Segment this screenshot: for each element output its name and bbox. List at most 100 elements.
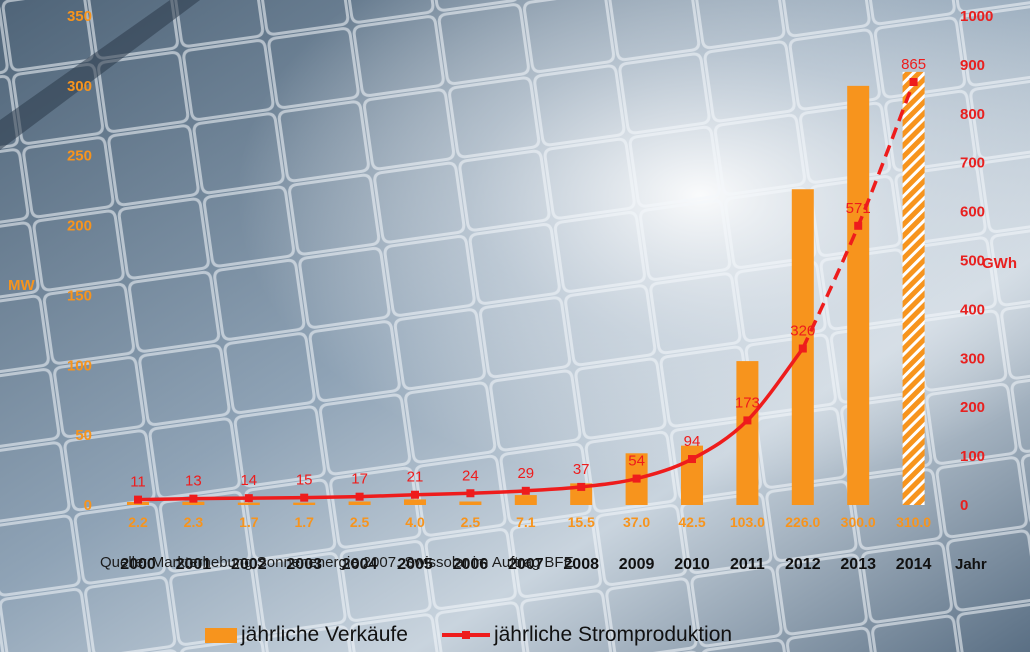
line-value-label: 15	[296, 472, 313, 489]
x-axis-ticks: 2000 2001 2002 2003 2004 2005 2006 2007 2008 2009…	[120, 556, 931, 573]
x-axis-tick: 2004	[342, 556, 378, 573]
line-point-2013	[854, 221, 863, 230]
line-point-2003	[300, 493, 309, 502]
x-axis-tick: 2005	[397, 556, 433, 573]
source-note: Quelle: Markterhebung Sonnenenergie 2007…	[100, 554, 574, 571]
bar-value-label: 2.2	[128, 514, 148, 530]
x-axis-tick: 2011	[730, 556, 765, 573]
right-axis-tick: 200	[960, 399, 985, 416]
line-point-2002	[244, 494, 253, 503]
right-axis-tick: 700	[960, 155, 985, 172]
bar-value-label: 4.0	[405, 514, 425, 530]
left-axis-tick: 0	[84, 497, 92, 514]
line-series	[134, 78, 918, 504]
x-axis-tick: 2009	[619, 556, 655, 573]
right-axis-tick: 800	[960, 106, 985, 123]
line-point-2008	[577, 482, 586, 491]
right-axis-tick: 600	[960, 204, 985, 221]
line-value-label: 37	[573, 461, 590, 478]
x-axis-tick: 2013	[840, 556, 876, 573]
line-value-label: 865	[901, 56, 926, 73]
line-value-labels: 11 13 14 15 17 21 24 29 37 54 94 173 320 571 865	[130, 56, 926, 491]
line-value-label: 173	[735, 394, 760, 411]
line-point-2000	[134, 495, 142, 504]
x-axis-tick: 2008	[563, 556, 599, 573]
x-axis-tick: 2014	[896, 556, 932, 573]
left-axis-ticks: 0 50 100 150 200 250 300 350	[67, 8, 92, 514]
right-axis-tick: 400	[960, 301, 985, 318]
right-axis-tick: 100	[960, 448, 985, 465]
line-value-label: 14	[240, 472, 257, 489]
bar-value-label: 7.1	[516, 514, 536, 530]
x-axis-tick: 2007	[508, 556, 544, 573]
line-point-2006	[466, 489, 475, 498]
x-axis-tick: 2002	[231, 556, 267, 573]
legend-line-swatch	[441, 628, 490, 642]
line-point-2009	[632, 474, 641, 483]
line-value-label: 11	[130, 474, 146, 491]
x-axis-tick: 2006	[453, 556, 489, 573]
line-value-label: 17	[351, 471, 368, 488]
line-point-2005	[411, 490, 419, 499]
x-axis-tick: 2010	[674, 556, 710, 573]
legend-bar-label: jährliche Verkäufe	[241, 623, 408, 646]
line-value-label: 29	[517, 465, 534, 482]
bar-value-label: 310.0	[896, 514, 931, 530]
right-axis-tick: 300	[960, 350, 985, 367]
line-value-label: 94	[684, 433, 701, 450]
bar-2013	[847, 85, 870, 505]
left-axis-tick: 300	[67, 78, 92, 95]
line-value-label: 54	[628, 453, 645, 470]
bar-value-label: 42.5	[678, 514, 705, 530]
bar-value-labels: 2.2 2.3 1.7 1.7 2.5 4.0 2.5 7.1 15.5 37.0 42.5 103.…	[128, 514, 931, 530]
line-point-2014	[909, 78, 918, 87]
bar-2011	[736, 361, 759, 505]
x-axis-label: Jahr	[955, 556, 987, 573]
line-value-label: 24	[462, 467, 479, 484]
right-axis-tick: 900	[960, 57, 985, 74]
left-axis-label: MW	[8, 277, 35, 294]
bar-value-label: 1.7	[239, 514, 259, 530]
left-axis-tick: 50	[75, 427, 92, 444]
line-value-label: 21	[407, 469, 424, 486]
line-value-label: 320	[790, 323, 815, 340]
bar-2005	[404, 499, 426, 505]
bar-value-label: 226.0	[785, 514, 820, 530]
right-axis-tick: 500	[960, 253, 985, 270]
bar-2001	[182, 501, 205, 505]
bar-value-label: 2.5	[350, 514, 370, 530]
x-axis-tick: 2003	[286, 556, 322, 573]
left-axis-tick: 350	[67, 8, 92, 25]
legend-item-bars: jährliche Verkäufe	[205, 623, 408, 647]
line-point-2004	[355, 492, 364, 501]
left-axis-tick: 150	[67, 287, 92, 304]
bar-2003	[293, 502, 316, 505]
line-value-label: 571	[846, 200, 871, 217]
line-point-2010	[688, 455, 696, 464]
bar-2004	[348, 501, 371, 505]
legend-bar-swatch	[205, 627, 237, 643]
bar-value-label: 300.0	[841, 514, 876, 530]
bar-2002	[237, 502, 260, 505]
left-axis-tick: 250	[67, 148, 92, 165]
left-axis-tick: 100	[67, 357, 92, 374]
bar-value-label: 37.0	[623, 514, 650, 530]
right-axis-tick: 1000	[960, 8, 993, 25]
right-axis-ticks: 0 100 200 300 400 500 600 700 800 900 1000	[960, 8, 993, 514]
bar-value-label: 15.5	[568, 514, 595, 530]
legend: jährliche Verkäufe jährliche Stromproduk…	[205, 622, 766, 648]
bar-2007	[514, 495, 537, 505]
legend-item-line: jährliche Stromproduktion	[441, 623, 733, 647]
right-axis-tick: 0	[960, 497, 968, 514]
right-axis-label: GWh	[982, 255, 1017, 272]
bar-series	[127, 71, 925, 505]
line-point-2012	[798, 344, 807, 353]
bar-value-label: 103.0	[730, 514, 765, 530]
legend-line-label: jährliche Stromproduktion	[493, 623, 733, 646]
line-value-label: 13	[185, 473, 202, 490]
bar-value-label: 2.3	[184, 514, 204, 530]
bar-2006	[459, 501, 482, 505]
x-axis-tick: 2000	[120, 556, 156, 573]
line-point-2011	[743, 416, 752, 425]
